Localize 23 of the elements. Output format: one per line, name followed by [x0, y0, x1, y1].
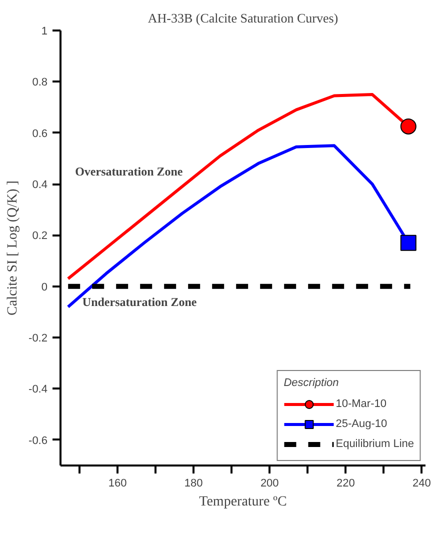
y-tick-label: 1 — [41, 26, 48, 38]
y-tick-label: 0.4 — [32, 179, 48, 192]
y-tick-label: 0.6 — [32, 128, 48, 140]
y-tick-label: 0.2 — [32, 230, 48, 242]
y-tick-label: -0.4 — [28, 384, 48, 396]
legend-title: Description — [284, 377, 340, 389]
x-tick-label: 240 — [412, 478, 431, 490]
x-tick-label: 180 — [184, 478, 203, 490]
legend-label: 25-Aug-10 — [336, 418, 388, 430]
annotation: Oversaturation Zone — [75, 164, 184, 178]
x-tick-label: 220 — [336, 478, 355, 490]
y-tick-label: 0.8 — [32, 76, 48, 89]
y-tick-label: -0.6 — [28, 434, 48, 447]
x-tick-label: 160 — [108, 478, 127, 490]
chart-title: AH-33B (Calcite Saturation Curves) — [148, 10, 338, 26]
x-axis-title: Temperature ºC — [199, 494, 287, 510]
y-tick-label: -0.2 — [28, 332, 48, 345]
annotation: Undersaturation Zone — [82, 294, 198, 309]
x-tick-label: 200 — [260, 478, 279, 490]
legend-label: Equilibrium Line — [336, 438, 414, 450]
legend-label: 10-Mar-10 — [336, 398, 386, 410]
y-axis-title: Calcite SI [ Log (Q/K) ] — [6, 180, 21, 316]
y-tick-label: 0 — [41, 281, 48, 294]
